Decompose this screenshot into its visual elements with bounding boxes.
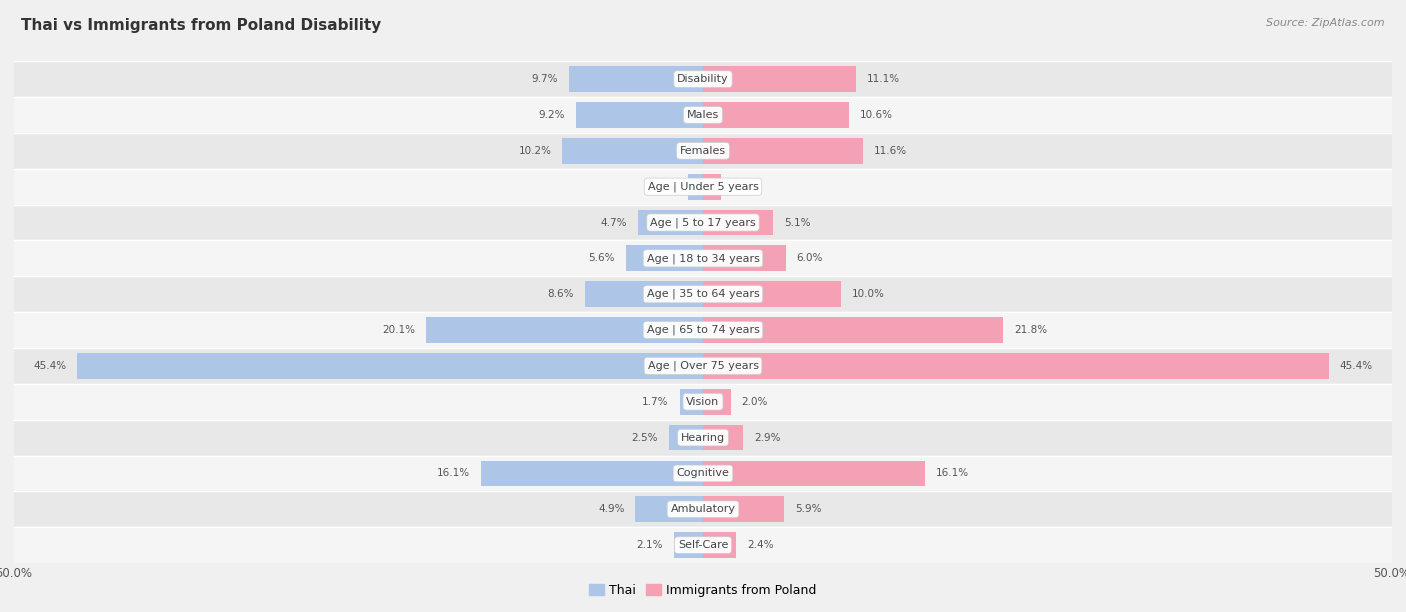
Text: Thai vs Immigrants from Poland Disability: Thai vs Immigrants from Poland Disabilit… (21, 18, 381, 34)
Text: Ambulatory: Ambulatory (671, 504, 735, 514)
Bar (703, 353, 1329, 379)
Text: 8.6%: 8.6% (547, 289, 574, 299)
Text: Males: Males (688, 110, 718, 120)
Text: 45.4%: 45.4% (1340, 361, 1372, 371)
Text: 9.2%: 9.2% (538, 110, 565, 120)
Text: 1.1%: 1.1% (651, 182, 676, 192)
Text: 1.7%: 1.7% (643, 397, 669, 407)
Text: Age | 65 to 74 years: Age | 65 to 74 years (647, 325, 759, 335)
Text: 5.1%: 5.1% (785, 217, 811, 228)
Bar (77, 353, 703, 379)
Text: Hearing: Hearing (681, 433, 725, 442)
Text: Age | 18 to 34 years: Age | 18 to 34 years (647, 253, 759, 264)
Text: 2.0%: 2.0% (741, 397, 768, 407)
Bar (576, 102, 703, 128)
Bar (703, 209, 773, 236)
Bar (638, 209, 703, 236)
Bar (703, 282, 841, 307)
Bar (14, 312, 1392, 348)
Bar (562, 138, 703, 164)
Text: Age | 35 to 64 years: Age | 35 to 64 years (647, 289, 759, 299)
Text: Age | Over 75 years: Age | Over 75 years (648, 360, 758, 371)
Bar (703, 317, 1004, 343)
Text: 5.6%: 5.6% (588, 253, 614, 263)
Bar (14, 169, 1392, 204)
Bar (569, 66, 703, 92)
Text: 11.6%: 11.6% (875, 146, 907, 156)
Bar (14, 348, 1392, 384)
Text: 5.9%: 5.9% (796, 504, 823, 514)
Text: 9.7%: 9.7% (531, 74, 558, 84)
Text: Age | Under 5 years: Age | Under 5 years (648, 181, 758, 192)
Bar (636, 496, 703, 522)
Text: 6.0%: 6.0% (797, 253, 823, 263)
Bar (14, 276, 1392, 312)
Bar (14, 527, 1392, 563)
Text: 10.6%: 10.6% (860, 110, 893, 120)
Text: 21.8%: 21.8% (1014, 325, 1047, 335)
Bar (426, 317, 703, 343)
Text: Source: ZipAtlas.com: Source: ZipAtlas.com (1267, 18, 1385, 28)
Legend: Thai, Immigrants from Poland: Thai, Immigrants from Poland (585, 579, 821, 602)
Text: 2.4%: 2.4% (747, 540, 773, 550)
Bar (481, 460, 703, 487)
Bar (703, 496, 785, 522)
Bar (703, 174, 721, 200)
Text: 2.1%: 2.1% (637, 540, 664, 550)
Bar (14, 204, 1392, 241)
Bar (626, 245, 703, 271)
Text: 10.0%: 10.0% (852, 289, 884, 299)
Bar (14, 384, 1392, 420)
Bar (14, 241, 1392, 276)
Text: Self-Care: Self-Care (678, 540, 728, 550)
Text: 2.5%: 2.5% (631, 433, 658, 442)
Bar (703, 245, 786, 271)
Bar (14, 97, 1392, 133)
Bar (679, 389, 703, 415)
Bar (673, 532, 703, 558)
Bar (703, 460, 925, 487)
Text: 4.7%: 4.7% (600, 217, 627, 228)
Text: 10.2%: 10.2% (519, 146, 551, 156)
Text: 4.9%: 4.9% (598, 504, 624, 514)
Text: 2.9%: 2.9% (754, 433, 780, 442)
Bar (688, 174, 703, 200)
Text: Age | 5 to 17 years: Age | 5 to 17 years (650, 217, 756, 228)
Text: 16.1%: 16.1% (437, 468, 470, 479)
Text: 45.4%: 45.4% (34, 361, 66, 371)
Text: Cognitive: Cognitive (676, 468, 730, 479)
Text: Vision: Vision (686, 397, 720, 407)
Bar (703, 66, 856, 92)
Text: 20.1%: 20.1% (382, 325, 415, 335)
Text: 11.1%: 11.1% (868, 74, 900, 84)
Text: 16.1%: 16.1% (936, 468, 969, 479)
Bar (14, 420, 1392, 455)
Bar (703, 532, 737, 558)
Bar (669, 425, 703, 450)
Bar (703, 389, 731, 415)
Text: Disability: Disability (678, 74, 728, 84)
Bar (703, 138, 863, 164)
Bar (14, 491, 1392, 527)
Bar (703, 425, 742, 450)
Text: 1.3%: 1.3% (733, 182, 758, 192)
Bar (585, 282, 703, 307)
Text: Females: Females (681, 146, 725, 156)
Bar (14, 455, 1392, 491)
Bar (14, 133, 1392, 169)
Bar (703, 102, 849, 128)
Bar (14, 61, 1392, 97)
